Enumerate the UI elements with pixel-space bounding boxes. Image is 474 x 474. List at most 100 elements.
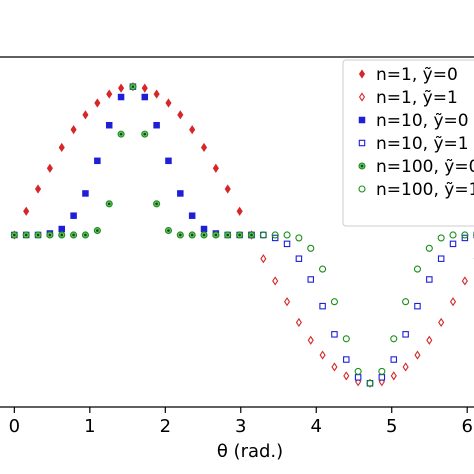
point xyxy=(153,89,160,99)
point-ring xyxy=(247,231,256,239)
point-dot xyxy=(107,202,111,206)
point-dot xyxy=(190,233,194,237)
point-ring xyxy=(461,231,469,239)
point xyxy=(224,184,231,194)
point-ring xyxy=(330,298,338,306)
point-ring xyxy=(283,231,291,239)
point xyxy=(319,265,327,273)
legend-label: n=1, ỹ=0 xyxy=(376,65,458,85)
point-dot xyxy=(24,233,28,237)
point xyxy=(46,231,54,239)
point xyxy=(438,317,445,328)
point xyxy=(425,244,433,252)
point xyxy=(354,374,362,381)
point xyxy=(295,255,303,262)
point xyxy=(283,240,291,248)
point-ring xyxy=(342,335,350,343)
point-ring xyxy=(402,298,410,306)
point xyxy=(141,130,149,138)
point-dot xyxy=(167,229,170,232)
point xyxy=(105,200,113,208)
x-axis-label: θ (rad.) xyxy=(217,441,283,462)
point-ring xyxy=(319,265,327,273)
x-tick-label: 1 xyxy=(84,416,95,437)
point-ring xyxy=(354,367,362,375)
point xyxy=(295,317,302,328)
point xyxy=(426,276,433,283)
point xyxy=(81,231,89,239)
point-dot xyxy=(250,233,253,237)
point xyxy=(200,225,208,233)
point xyxy=(70,231,78,239)
point xyxy=(449,297,457,307)
point xyxy=(414,350,421,360)
point xyxy=(117,130,125,138)
point xyxy=(331,362,338,372)
point xyxy=(402,331,409,338)
point-dot xyxy=(13,233,16,237)
point xyxy=(200,231,208,239)
point xyxy=(283,297,291,307)
point xyxy=(105,121,113,129)
point xyxy=(449,231,457,239)
point xyxy=(307,335,314,345)
point-ring xyxy=(366,379,374,387)
point xyxy=(10,231,18,239)
point-dot xyxy=(84,233,87,237)
point xyxy=(58,231,66,239)
point-ring xyxy=(295,234,303,242)
point-dot xyxy=(72,233,75,237)
point xyxy=(188,212,196,219)
point-dot xyxy=(179,233,182,237)
point xyxy=(34,231,42,239)
point xyxy=(358,116,366,124)
point xyxy=(330,298,338,306)
point xyxy=(70,212,77,219)
point xyxy=(366,379,374,387)
legend-label: n=1, ỹ=1 xyxy=(376,88,458,108)
point xyxy=(319,302,326,310)
x-tick-label: 4 xyxy=(311,416,322,437)
legend-label: n=10, ỹ=1 xyxy=(376,134,469,154)
point xyxy=(82,110,89,120)
x-axis: 0 1 2 3 4 5 6 xyxy=(9,407,473,437)
point xyxy=(358,185,366,193)
point xyxy=(259,231,267,239)
point-dot xyxy=(155,202,158,206)
point xyxy=(82,190,89,197)
x-tick-label: 3 xyxy=(235,416,246,437)
point xyxy=(390,356,398,363)
point xyxy=(224,231,232,239)
point xyxy=(414,302,421,310)
point xyxy=(164,226,173,235)
point xyxy=(342,335,350,343)
point xyxy=(402,362,409,372)
legend-label: n=10, ỹ=0 xyxy=(376,111,469,131)
point xyxy=(141,83,148,93)
point xyxy=(188,231,196,239)
legend: n=1, ỹ=0 n=1, ỹ=1 n=10, ỹ=0 n=10, ỹ=1 n=100,… xyxy=(342,59,474,227)
point xyxy=(272,276,279,286)
x-tick-label: 5 xyxy=(386,416,397,437)
point xyxy=(22,231,30,239)
legend-box xyxy=(342,59,474,227)
point-ring xyxy=(259,231,267,239)
point xyxy=(461,276,468,286)
point xyxy=(358,92,366,102)
point xyxy=(141,93,149,101)
point xyxy=(247,231,256,239)
point xyxy=(70,125,77,135)
point xyxy=(165,98,172,108)
point xyxy=(307,276,314,283)
point xyxy=(176,231,184,239)
point xyxy=(358,139,366,147)
x-tick-label: 0 xyxy=(9,416,20,437)
point-ring xyxy=(358,185,366,193)
point-dot xyxy=(360,164,364,168)
point xyxy=(58,142,65,153)
point xyxy=(189,125,196,135)
point xyxy=(23,206,30,216)
point xyxy=(58,225,65,233)
point-ring xyxy=(307,244,315,252)
point xyxy=(236,231,244,239)
